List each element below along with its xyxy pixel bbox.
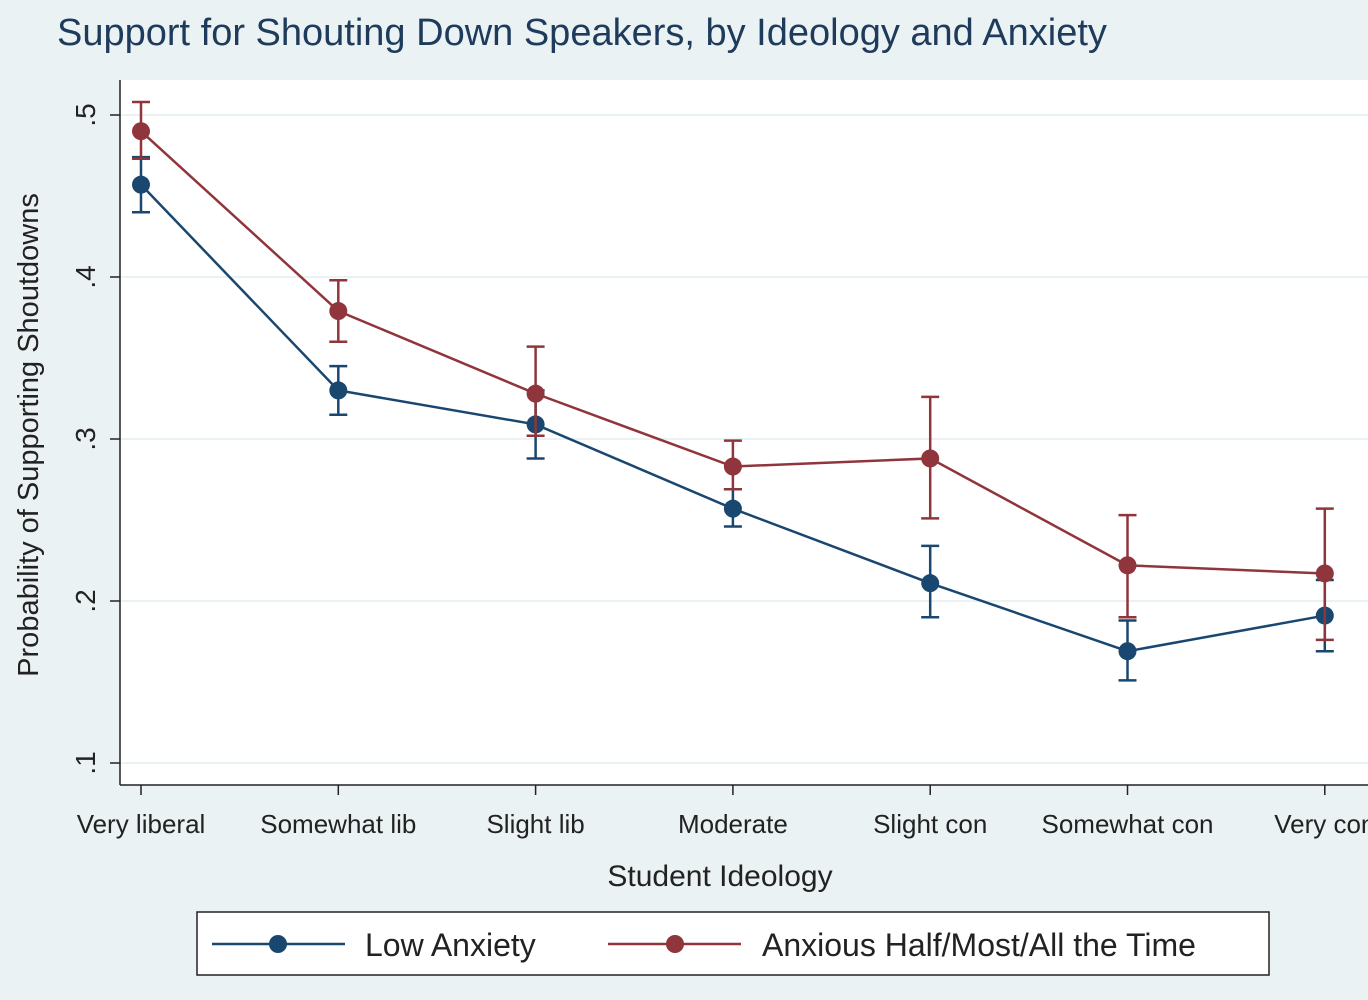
- legend-label-low: Low Anxiety: [365, 927, 536, 963]
- data-point: [329, 302, 348, 321]
- data-point: [1118, 556, 1137, 575]
- x-tick-label: Slight con: [873, 809, 987, 839]
- data-point: [1118, 642, 1137, 661]
- x-axis-label: Student Ideology: [607, 860, 832, 893]
- x-tick-label: Moderate: [678, 809, 788, 839]
- x-tick-label: Slight lib: [486, 809, 584, 839]
- y-axis-label: Probability of Supporting Shoutdowns: [13, 193, 45, 677]
- x-tick-label: Somewhat con: [1042, 809, 1214, 839]
- y-tick-label: .4: [70, 265, 101, 288]
- data-point: [1315, 564, 1334, 583]
- chart-title: Support for Shouting Down Speakers, by I…: [57, 12, 1107, 54]
- data-point: [132, 175, 150, 194]
- x-tick-label: Very liberal: [77, 809, 206, 839]
- y-tick-label: .2: [70, 589, 101, 612]
- legend-label-anxious: Anxious Half/Most/All the Time: [762, 927, 1196, 963]
- data-point: [132, 122, 150, 141]
- data-point: [329, 381, 348, 400]
- legend-marker-low: [269, 935, 287, 953]
- series-1: [132, 100, 1334, 642]
- y-tick-label: .1: [70, 751, 101, 774]
- y-tick-label: .5: [70, 103, 101, 126]
- data-point: [526, 384, 545, 403]
- plot-area: [120, 80, 1368, 785]
- data-point: [921, 449, 940, 468]
- data-point: [723, 499, 742, 518]
- data-point: [723, 457, 742, 476]
- y-tick-label: .3: [70, 427, 101, 450]
- data-point: [921, 574, 940, 593]
- x-tick-label: Very con: [1274, 809, 1368, 839]
- legend-marker-anxious: [666, 935, 684, 953]
- legend: Low Anxiety Anxious Half/Most/All the Ti…: [196, 911, 1270, 976]
- x-tick-label: Somewhat lib: [260, 809, 416, 839]
